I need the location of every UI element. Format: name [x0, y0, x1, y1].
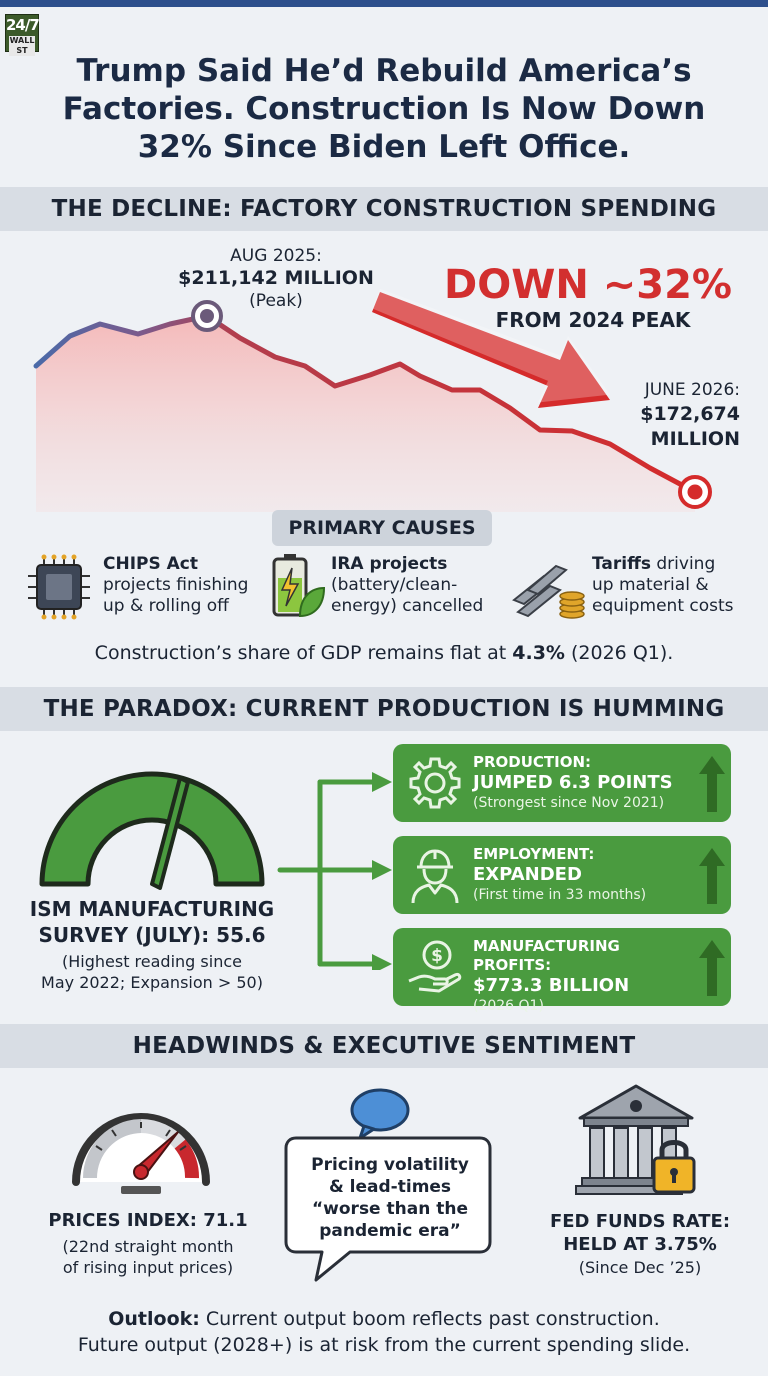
gear-icon: [409, 757, 461, 809]
outlook-statement: Outlook: Current output boom reflects pa…: [77, 1308, 691, 1356]
battery-leaf-icon: [272, 554, 326, 618]
june-annotation: JUNE 2026: $172,674 MILLION: [590, 378, 740, 452]
brand-logo: 24/7 WALL ST: [5, 14, 40, 56]
june-value-unit: MILLION: [650, 428, 740, 450]
june-date: JUNE 2026:: [644, 380, 740, 400]
spending-trend-chart: [33, 288, 712, 512]
money-hand-icon: $: [408, 940, 462, 993]
chip-icon: [28, 554, 90, 620]
top-accent-bar: [0, 0, 768, 7]
executive-quote: Pricing volatility & lead-times “worse t…: [311, 1155, 469, 1241]
section-heading-decline: THE DECLINE: FACTORY CONSTRUCTION SPENDI…: [0, 187, 768, 231]
svg-text:$: $: [431, 946, 443, 966]
page-title: Trump Said He’d Rebuild America’s Factor…: [62, 53, 706, 165]
cause-tariffs: Tariffs driving up material & equipment …: [592, 554, 734, 616]
fed-funds-label: FED FUNDS RATE: HELD AT 3.75%: [549, 1211, 731, 1255]
profits-card: $ MANUFACTURING PROFITS: $773.3 BILLION …: [393, 928, 731, 1014]
peak-note: (Peak): [249, 291, 303, 311]
section-heading-headwinds: HEADWINDS & EXECUTIVE SENTIMENT: [0, 1024, 768, 1068]
steel-beams-coins-icon: [512, 564, 585, 619]
cause-ira-projects: IRA projects (battery/clean- energy) can…: [331, 554, 484, 616]
worker-icon: [411, 849, 459, 904]
speedometer-icon: [72, 1113, 210, 1194]
up-arrow-icon: [699, 848, 725, 904]
up-arrow-icon: [699, 756, 725, 812]
peak-marker: [191, 300, 223, 332]
ism-survey-label: ISM MANUFACTURING SURVEY (JULY): 55.6: [29, 897, 275, 947]
up-arrow-icon: [699, 940, 725, 996]
employment-card: EMPLOYMENT: EXPANDED (First time in 33 m…: [393, 836, 731, 914]
ism-survey-note: (Highest reading since May 2022; Expansi…: [41, 952, 263, 992]
speech-bubble-icon: [284, 1088, 492, 1282]
decline-percentage: DOWN ~32%: [444, 262, 732, 308]
branch-connector-arrows: [277, 772, 392, 970]
down-trend-arrow: [372, 288, 610, 408]
ism-gauge-icon: [39, 771, 265, 890]
prices-index-note: (22nd straight month of rising input pri…: [62, 1237, 234, 1277]
june-value: $172,674: [640, 403, 740, 425]
primary-causes-label: PRIMARY CAUSES: [272, 510, 492, 546]
prices-index-label: PRICES INDEX: 71.1: [48, 1210, 248, 1231]
june-2026-marker: [678, 475, 712, 509]
section-heading-paradox: THE PARADOX: CURRENT PRODUCTION IS HUMMI…: [0, 687, 768, 731]
peak-value: $211,142 MILLION: [178, 267, 374, 289]
chart-area-fill: [36, 316, 695, 512]
fed-funds-note: (Since Dec ’25): [578, 1258, 702, 1277]
decline-reference: FROM 2024 PEAK: [495, 308, 691, 332]
gdp-share-note: Construction’s share of GDP remains flat…: [94, 642, 674, 664]
production-card: PRODUCTION: JUMPED 6.3 POINTS (Strongest…: [393, 744, 731, 822]
bank-lock-icon: [575, 1084, 696, 1195]
peak-date: AUG 2025:: [230, 246, 322, 266]
cause-chips-act: CHIPS Act projects finishing up & rollin…: [103, 554, 249, 616]
chart-line: [33, 313, 698, 495]
peak-annotation: AUG 2025: $211,142 MILLION (Peak): [176, 245, 376, 312]
